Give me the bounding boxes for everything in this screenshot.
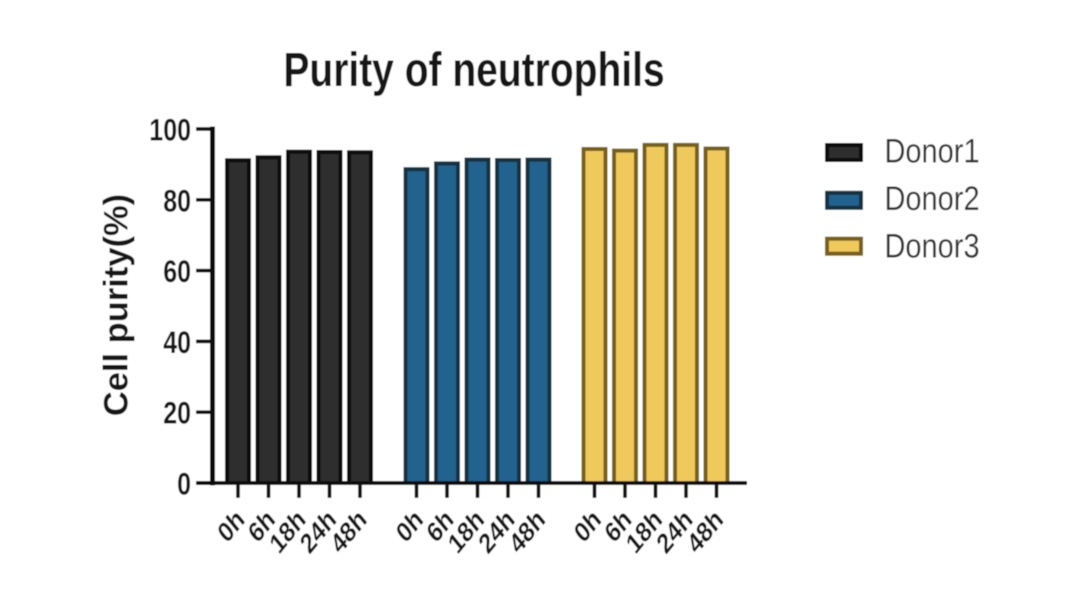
svg-text:80: 80: [163, 184, 191, 219]
svg-text:Donor1: Donor1: [885, 131, 980, 170]
svg-text:Donor2: Donor2: [885, 179, 980, 218]
svg-text:100: 100: [149, 113, 191, 148]
svg-text:20: 20: [163, 396, 191, 431]
svg-text:0: 0: [177, 467, 191, 502]
svg-text:Donor3: Donor3: [885, 226, 980, 265]
svg-text:40: 40: [163, 325, 191, 360]
svg-text:60: 60: [163, 254, 191, 289]
svg-text:Cell purity(%): Cell purity(%): [97, 194, 135, 416]
svg-text:Purity of neutrophils: Purity of neutrophils: [283, 43, 664, 97]
